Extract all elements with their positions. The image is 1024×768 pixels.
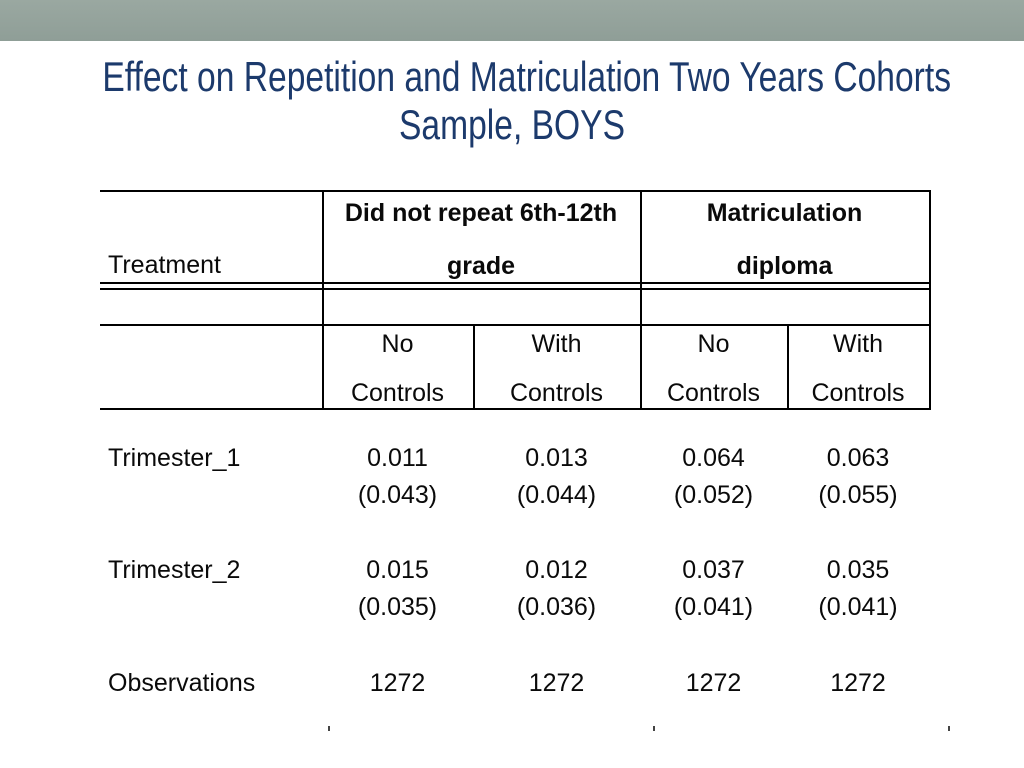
row-label-trimester-2: Trimester_2 [108,556,241,584]
cell-value: 0.037 [682,556,745,584]
table-subheader-top-rule [100,324,931,326]
table-edge-tick [328,726,330,731]
cell-se: (0.043) [357,481,438,509]
cell-value: 1272 [528,669,585,697]
col-header-treatment: Treatment [108,251,222,279]
cell-value: 1272 [369,669,426,697]
cell-value: 0.012 [525,556,588,584]
cell-value: 0.015 [366,556,429,584]
results-table: Treatment Did not repeat 6th-12th grade … [100,190,950,738]
cell-value: 1272 [685,669,742,697]
cell-value: 0.011 [367,444,428,472]
row-label-trimester-1: Trimester_1 [108,444,241,472]
cell-se: (0.041) [673,593,754,621]
cell-value: 0.035 [826,556,890,584]
table-header-double-rule-1 [100,282,931,284]
table-vrule-right-edge [929,190,931,410]
row-label-observations: Observations [108,669,256,697]
subheader-with-controls-2-line1: With [833,330,883,358]
col-group-repeat-line1: Did not repeat 6th-12th [344,199,618,227]
cell-se: (0.052) [673,481,754,509]
table-subheader-bottom-border [100,408,931,410]
subheader-with-controls-1-line2: Controls [509,379,604,407]
subheader-no-controls-1-line1: No [381,330,414,358]
cell-value: 1272 [830,669,886,697]
cell-se: (0.055) [818,481,898,509]
table-vrule-treatment [322,190,324,409]
cell-value: 0.063 [826,444,890,472]
subheader-with-controls-2-line2: Controls [811,379,905,407]
slide-title: Effect on Repetition and Matriculation T… [102,53,951,149]
subheader-with-controls-1-line1: With [531,330,582,358]
table-header-double-rule-2 [100,288,931,290]
table-edge-tick [653,726,655,731]
table-vrule-sub-1 [473,324,475,409]
top-accent-bar [0,0,1024,41]
cell-se: (0.041) [818,593,898,621]
table-top-border [100,190,931,192]
table-vrule-sub-2 [787,324,789,409]
subheader-no-controls-2-line2: Controls [666,379,761,407]
table-vrule-groups [640,190,642,409]
cell-value: 0.064 [682,444,745,472]
col-group-repeat-line2: grade [446,252,516,280]
cell-value: 0.013 [525,444,588,472]
cell-se: (0.035) [357,593,438,621]
slide-title-line1: Effect on Repetition and Matriculation T… [102,53,951,100]
cell-se: (0.044) [516,481,597,509]
slide-title-line2: Sample, BOYS [399,101,625,148]
col-group-matriculation-line2: diploma [736,252,833,280]
col-group-matriculation-line1: Matriculation [706,199,863,227]
cell-se: (0.036) [516,593,597,621]
table-edge-tick [948,726,950,731]
subheader-no-controls-1-line2: Controls [350,379,445,407]
subheader-no-controls-2-line1: No [697,330,730,358]
